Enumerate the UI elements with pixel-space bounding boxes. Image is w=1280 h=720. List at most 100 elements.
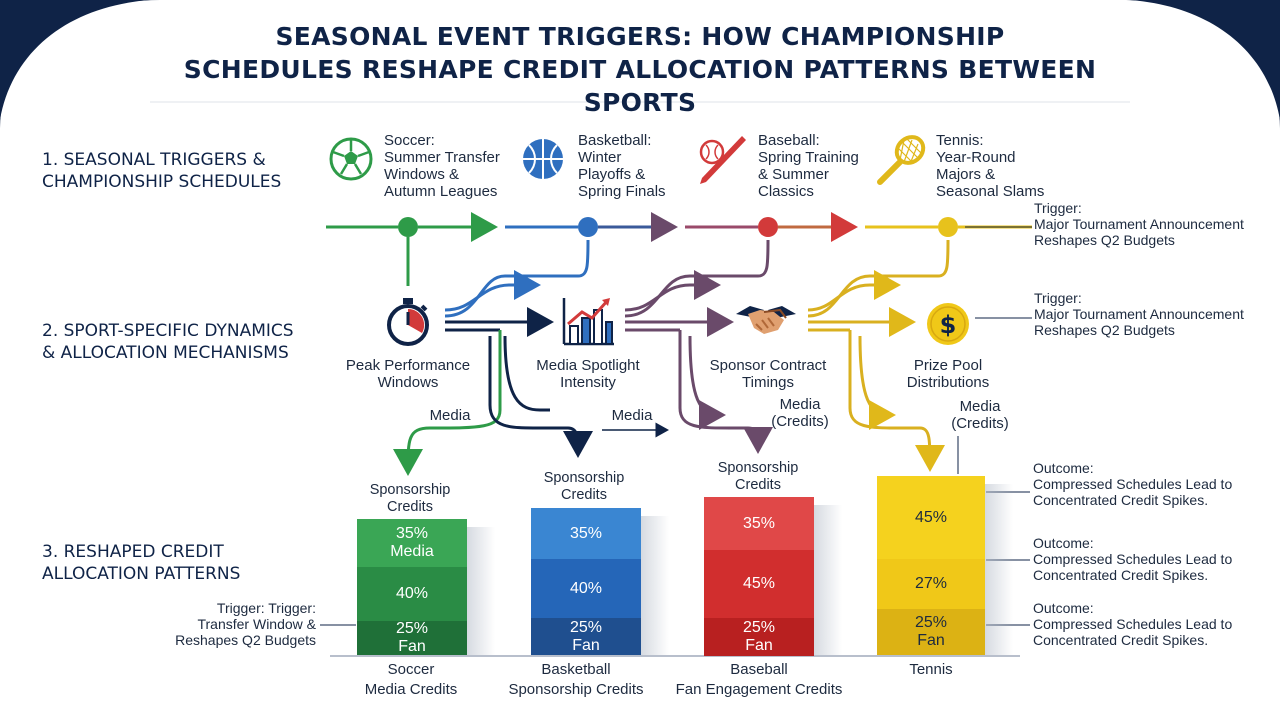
stopwatch-icon [387,298,429,346]
mechanism-line: Timings [742,374,794,391]
sport-name: Soccer: [384,132,435,149]
outcome-head: Outcome: [1033,460,1094,476]
growth-chart-icon [562,298,614,346]
bar-label-line: Sponsorship [369,482,451,498]
sport-line: Winter [578,149,622,166]
flow-label-media-1: Media [429,407,471,424]
mechanism-line: Intensity [560,374,616,391]
flow-line: (Credits) [951,415,1009,432]
flow-label-media-3: Media (Credits) [760,396,840,430]
left-trigger-line: Trigger: Trigger: [216,600,316,616]
sport-line: Spring Training [758,149,859,166]
mechanism-line: Windows [377,374,439,391]
category-label-basketball: Basketball Sponsorship Credits [496,660,656,700]
soccer-ball-icon [329,137,373,181]
dollar-coin-icon: $ [927,303,969,345]
category-line: Tennis [909,661,953,678]
trigger-line: Reshapes Q2 Budgets [1034,322,1175,338]
mechanism-line: Distributions [906,374,990,391]
outcome-line: Compressed Schedules Lead to [1033,551,1233,567]
sport-line: Playoffs & [578,166,646,183]
sport-line: Windows & [384,166,460,183]
category-line: Sponsorship Credits [508,681,644,698]
trigger-line: Major Tournament Announcement [1034,306,1244,322]
flow-line: (Credits) [771,413,829,430]
flow-line: Media [959,398,1001,415]
bar-label-line: Credits [387,499,433,515]
outcome-line: Concentrated Credit Spikes. [1033,632,1209,648]
outcome-line: Compressed Schedules Lead to [1033,476,1233,492]
tennis-racket-icon [877,135,926,185]
title-line-2: SCHEDULES RESHAPE CREDIT ALLOCATION PATT… [183,55,1097,117]
category-label-soccer: Soccer Media Credits [336,660,486,700]
sport-line: Seasonal Slams [936,183,1045,200]
section-3-line-1: 3. RESHAPED CREDIT [42,542,224,562]
category-line: Fan Engagement Credits [675,681,843,698]
sport-label-basketball: Basketball: Winter Playoffs & Spring Fin… [578,132,666,200]
sport-line: Majors & [936,166,996,183]
outcome-note-3: Outcome: Compressed Schedules Lead to Co… [1033,600,1232,648]
sport-label-baseball: Baseball: Spring Training & Summer Class… [758,132,859,200]
flow-line: Media [779,396,821,413]
flow-label-media-4: Media (Credits) [940,398,1020,432]
mechanism-line: Media Spotlight [536,357,640,374]
sport-line: Summer Transfer [384,149,500,166]
mechanism-label-peak: Peak Performance Windows [330,357,486,391]
bar-label-line: Sponsorship [543,470,625,486]
bar-label-line: Sponsorship [717,460,799,476]
section-2-line-2: & ALLOCATION MECHANISMS [42,343,289,363]
mechanism-line: Prize Pool [913,357,983,374]
trigger-note-1: Trigger: Major Tournament Announcement R… [1034,200,1244,248]
category-label-tennis: Tennis [866,660,996,680]
sport-name: Basketball: [578,132,652,149]
outcome-head: Outcome: [1033,535,1094,551]
sport-line: Autumn Leagues [384,183,498,200]
section-2-heading: 2. SPORT-SPECIFIC DYNAMICS & ALLOCATION … [42,320,294,364]
category-line: Media Credits [364,681,458,698]
page-title: SEASONAL EVENT TRIGGERS: HOW CHAMPIONSHI… [140,20,1140,119]
section-3-heading: 3. RESHAPED CREDIT ALLOCATION PATTERNS [42,541,240,585]
outcome-line: Compressed Schedules Lead to [1033,616,1233,632]
mechanism-label-sponsor: Sponsor Contract Timings [690,357,846,391]
flow-label-media-2: Media [611,407,653,424]
sport-name: Baseball: [758,132,820,149]
section-1-heading: 1. SEASONAL TRIGGERS & CHAMPIONSHIP SCHE… [42,149,281,193]
outcome-line: Concentrated Credit Spikes. [1033,492,1209,508]
sport-line: Year-Round [936,149,1016,166]
bar-label-line: Credits [561,487,607,503]
trigger-head: Trigger: [1034,200,1082,216]
category-line: Soccer [387,661,435,678]
bar-label-baseball: Sponsorship Credits [698,460,818,494]
category-line: Basketball [541,661,611,678]
outcome-note-2: Outcome: Compressed Schedules Lead to Co… [1033,535,1232,583]
bar-label-soccer: Sponsorship Credits [350,482,470,516]
left-trigger-line: Transfer Window & [197,616,316,632]
sport-label-soccer: Soccer: Summer Transfer Windows & Autumn… [384,132,500,200]
mechanism-line: Sponsor Contract [709,357,827,374]
svg-text:$: $ [940,311,957,339]
sport-line: & Summer [758,166,829,183]
section-1-line-2: CHAMPIONSHIP SCHEDULES [42,172,282,192]
outcome-note-1: Outcome: Compressed Schedules Lead to Co… [1033,460,1232,508]
left-trigger-line: Reshapes Q2 Budgets [175,632,316,648]
mechanism-label-media: Media Spotlight Intensity [510,357,666,391]
section-2-line-1: 2. SPORT-SPECIFIC DYNAMICS [42,321,294,341]
sport-line: Spring Finals [578,183,666,200]
baseball-bat-icon [699,136,746,184]
category-label-baseball: Baseball Fan Engagement Credits [664,660,854,700]
trigger-note-2: Trigger: Major Tournament Announcement R… [1034,290,1244,338]
left-trigger-note: Trigger: Trigger: Transfer Window & Resh… [166,600,316,648]
sport-label-tennis: Tennis: Year-Round Majors & Seasonal Sla… [936,132,1044,200]
mechanism-label-prize: Prize Pool Distributions [870,357,1026,391]
trigger-line: Major Tournament Announcement [1034,216,1244,232]
mechanism-line: Peak Performance [345,357,471,374]
bar-label-basketball: Sponsorship Credits [524,470,644,504]
sport-name: Tennis: [936,132,984,149]
section-1-line-1: 1. SEASONAL TRIGGERS & [42,150,266,170]
handshake-icon [736,306,796,334]
category-line: Baseball [730,661,788,678]
trigger-line: Reshapes Q2 Budgets [1034,232,1175,248]
trigger-head: Trigger: [1034,290,1082,306]
